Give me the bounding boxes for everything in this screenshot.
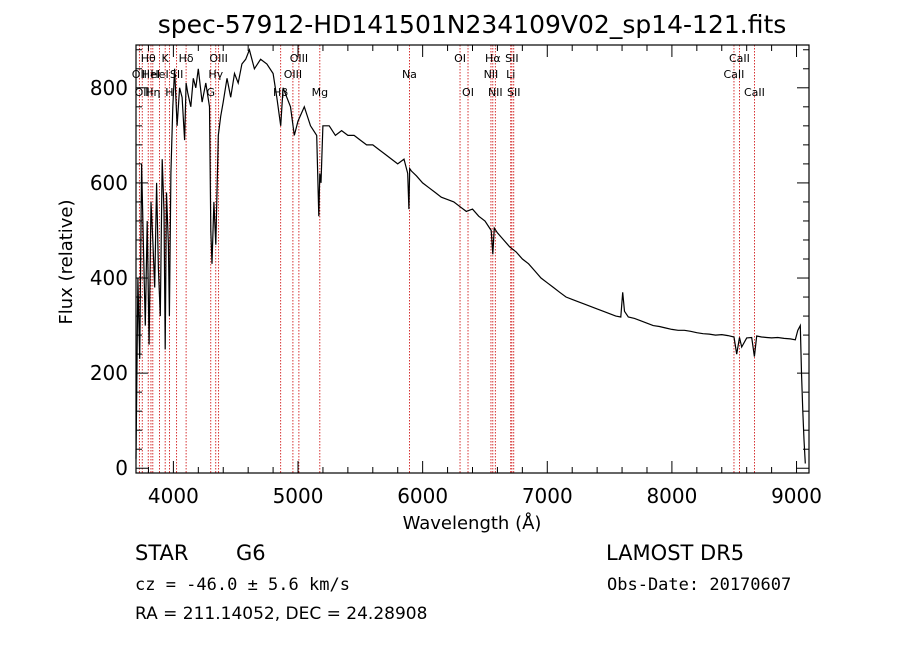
line-label-10: G: [207, 86, 216, 99]
survey-name: LAMOST DR5: [606, 541, 744, 565]
line-label-28: CaII: [744, 86, 765, 99]
line-label-6: K: [162, 52, 170, 65]
spectral-line-markers: [138, 45, 755, 473]
y-tick-label: 400: [90, 266, 128, 290]
x-tick-label: 5000: [273, 484, 324, 508]
y-tick-label: 600: [90, 171, 128, 195]
line-label-25: SII: [507, 86, 520, 99]
y-axis-label: Flux (relative): [56, 199, 77, 324]
line-label-17: Na: [402, 68, 417, 81]
line-label-1: OII: [135, 86, 150, 99]
x-tick-label: 6000: [397, 484, 448, 508]
observation-date: Obs-Date: 20170607: [607, 575, 791, 595]
line-label-15: OIII: [290, 52, 308, 65]
x-tick-label: 4000: [148, 484, 199, 508]
line-label-23: Li: [506, 68, 515, 81]
line-label-18: OI: [454, 52, 466, 65]
line-label-24: SII: [505, 52, 518, 65]
line-label-11: Hγ: [208, 68, 223, 81]
x-axis-label: Wavelength (Å): [403, 512, 542, 534]
object-class: STAR: [135, 541, 188, 565]
line-label-5: HeI: [150, 68, 168, 81]
line-label-27: CaII: [729, 52, 750, 65]
ra-dec-coordinates: RA = 211.14052, DEC = 24.28908: [135, 604, 427, 624]
y-tick-label: 800: [90, 76, 128, 100]
x-axis-ticks: 4000 5000 6000 7000 8000 9000: [148, 45, 822, 508]
spectral-line-labels: OIIOIIHθHeIHηHeIKHSIIHδGHγOIIIHβOIIIOIII…: [132, 52, 765, 99]
line-label-8: SII: [170, 68, 183, 81]
line-label-22: NII: [488, 86, 503, 99]
line-label-20: NII: [484, 68, 499, 81]
object-subclass: G6: [236, 541, 266, 565]
line-label-7: H: [165, 86, 173, 99]
line-label-12: OIII: [209, 52, 227, 65]
line-label-4: Hη: [145, 86, 160, 99]
line-label-16: Mg: [312, 86, 328, 99]
y-axis-ticks: 0 200 400 600 800: [90, 49, 809, 480]
redshift-velocity: cz = -46.0 ± 5.6 km/s: [135, 575, 350, 595]
line-label-21: Hα: [485, 52, 501, 65]
plot-frame: [135, 44, 810, 474]
line-label-2: Hθ: [141, 52, 156, 65]
line-label-19: OI: [462, 86, 474, 99]
y-tick-label: 0: [115, 456, 128, 480]
line-label-3: HeI: [142, 68, 160, 81]
line-label-26: CaII: [724, 68, 745, 81]
y-tick-label: 200: [90, 361, 128, 385]
x-tick-label: 8000: [646, 484, 697, 508]
chart-title: spec-57912-HD141501N234109V02_sp14-121.f…: [158, 10, 787, 39]
line-label-14: OIII: [284, 68, 302, 81]
x-tick-label: 9000: [771, 484, 822, 508]
x-tick-label: 7000: [522, 484, 573, 508]
spectrum-line: [135, 47, 806, 464]
line-label-9: Hδ: [179, 52, 194, 65]
